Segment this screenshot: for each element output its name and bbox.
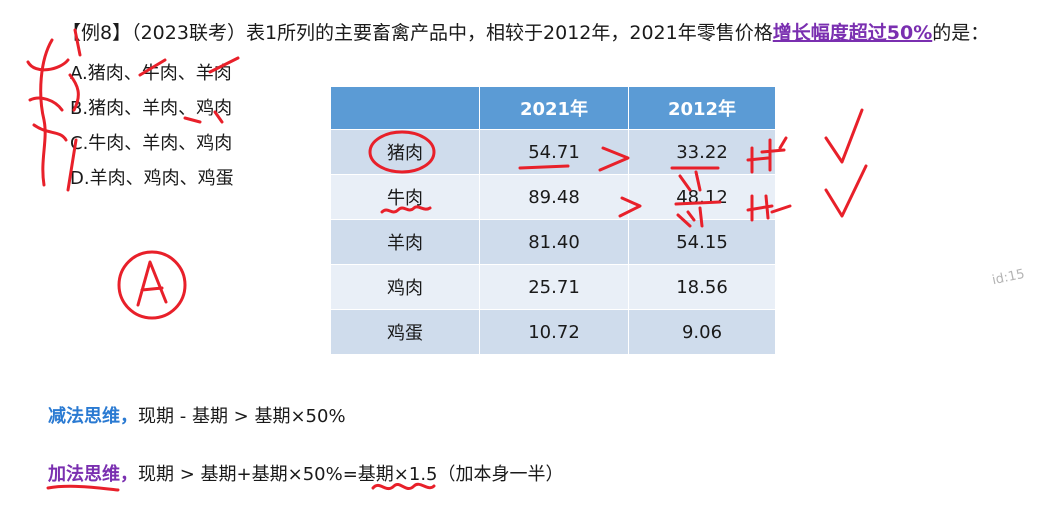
check-2 <box>824 164 868 218</box>
table-row: 牛肉 89.48 48.12 <box>331 174 776 220</box>
check-1 <box>824 108 864 164</box>
table-header-row: 2021年 2012年 <box>331 87 776 130</box>
scribble-left-1 <box>39 38 54 187</box>
cell-product: 鸡肉 <box>331 264 480 310</box>
price-table: 2021年 2012年 猪肉 54.71 33.22 牛肉 89.48 48.1… <box>331 87 776 354</box>
circle-answer <box>117 250 187 320</box>
cell-product: 猪肉 <box>331 129 480 175</box>
question-highlight: 增长幅度超过50% <box>772 22 933 44</box>
table-row: 羊肉 81.40 54.15 <box>331 219 776 265</box>
option-c: C.牛肉、羊肉、鸡肉 <box>70 133 233 154</box>
header-product <box>331 87 480 130</box>
cell-2021: 10.72 <box>479 309 629 354</box>
cell-product: 羊肉 <box>331 219 480 265</box>
method-subtraction-text: 现期 - 基期 > 基期×50% <box>138 406 346 427</box>
method-subtraction: 减法思维，现期 - 基期 > 基期×50% <box>48 402 346 428</box>
cell-product: 牛肉 <box>331 174 480 220</box>
option-b: B.猪肉、羊肉、鸡肉 <box>70 98 233 119</box>
watermark: id:15 <box>990 266 1026 289</box>
scribble-left-2 <box>26 58 70 142</box>
cell-2012: 9.06 <box>628 309 776 354</box>
table-row: 鸡蛋 10.72 9.06 <box>331 309 776 354</box>
cell-2012: 33.22 <box>628 129 776 175</box>
letter-a <box>136 260 168 307</box>
underline-addition <box>46 484 120 492</box>
option-a: A.猪肉、牛肉、羊肉 <box>70 63 232 84</box>
cell-2012: 48.12 <box>628 174 776 220</box>
header-2021: 2021年 <box>479 87 629 130</box>
question-prefix: 【例8】（2023联考）表1所列的主要畜禽产品中，相较于2012年，2021年零… <box>62 22 773 44</box>
cell-2021: 81.40 <box>479 219 629 265</box>
method-addition-label: 加法思维， <box>48 464 138 485</box>
cell-2012: 18.56 <box>628 264 776 310</box>
cell-2021: 89.48 <box>479 174 629 220</box>
cell-product: 鸡蛋 <box>331 309 480 354</box>
cell-2021: 25.71 <box>479 264 629 310</box>
question-text: 【例8】（2023联考）表1所列的主要畜禽产品中，相较于2012年，2021年零… <box>62 18 989 45</box>
method-addition-text: 现期 > 基期+基期×50%=基期×1.5（加本身一半） <box>138 464 564 485</box>
table-row: 猪肉 54.71 33.22 <box>331 129 776 175</box>
header-2012: 2012年 <box>628 87 776 130</box>
table-row: 鸡肉 25.71 18.56 <box>331 264 776 310</box>
cell-2012: 54.15 <box>628 219 776 265</box>
method-addition: 加法思维，现期 > 基期+基期×50%=基期×1.5（加本身一半） <box>48 460 564 486</box>
question-suffix: 的是： <box>932 22 990 44</box>
method-subtraction-label: 减法思维， <box>48 406 138 427</box>
option-d: D.羊肉、鸡肉、鸡蛋 <box>70 168 234 189</box>
cell-2021: 54.71 <box>479 129 629 175</box>
